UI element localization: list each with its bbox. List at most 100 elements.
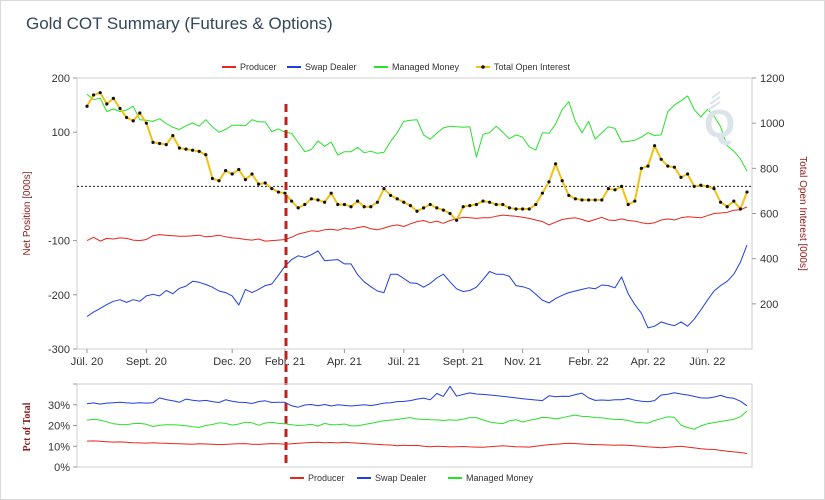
oi-point: [250, 172, 254, 176]
left-tick-label: -100: [48, 236, 70, 248]
pct-line-swap-dealer: [86, 385, 748, 408]
oi-point: [191, 148, 195, 152]
oi-point: [276, 190, 280, 194]
legend-label: Swap Dealer: [305, 62, 357, 72]
legend-marker: [481, 65, 485, 69]
pct-tick-label: 30%: [48, 400, 70, 412]
oi-point: [382, 187, 386, 191]
oi-point: [210, 176, 214, 181]
x-tick-label: Jün. 22: [689, 356, 725, 368]
oi-point: [349, 205, 353, 209]
pct-tick-label: 20%: [48, 421, 70, 433]
oi-point: [197, 149, 201, 153]
oi-point: [395, 197, 399, 201]
legend-label: Managed Money: [392, 62, 460, 72]
oi-point: [719, 200, 723, 204]
oi-point: [138, 111, 142, 115]
oi-point: [204, 153, 208, 157]
pct-line-managed-money: [86, 410, 748, 430]
oi-point: [626, 202, 630, 207]
oi-point: [435, 206, 439, 210]
oi-point: [151, 140, 155, 144]
oi-point: [177, 146, 181, 150]
left-axis-title: Net Position [000s]: [22, 171, 33, 255]
oi-point: [659, 157, 663, 161]
oi-point: [613, 188, 617, 192]
oi-point: [98, 91, 102, 95]
oi-point: [712, 187, 716, 191]
oi-point: [441, 208, 445, 212]
main-plot: 200 100 -100 -200 -300 1200 1000 800 600 400 200 Ne…: [22, 62, 808, 468]
oi-point: [329, 191, 333, 195]
x-tick-label: Apr. 22: [631, 356, 666, 368]
oi-point: [230, 172, 234, 176]
x-tick-label: Jül. 21: [388, 356, 420, 368]
pct-tick-label: 0%: [54, 462, 70, 474]
oi-point: [587, 198, 591, 202]
oi-point: [415, 209, 419, 213]
oi-point: [567, 193, 571, 198]
pct-axis-title: Pct of Total: [22, 402, 33, 451]
oi-point: [606, 187, 611, 191]
oi-point: [375, 200, 379, 204]
pct-legend-label: Swap Dealer: [375, 473, 427, 483]
x-tick-label: Jül. 20: [71, 356, 103, 368]
oi-point: [184, 147, 188, 151]
right-tick-label: 1200: [760, 73, 784, 85]
oi-point: [501, 202, 505, 207]
pct-tick-label: 10%: [48, 441, 70, 453]
pct-line-producer: [86, 440, 748, 454]
oi-point: [111, 96, 115, 100]
oi-point: [620, 184, 624, 188]
oi-point: [686, 172, 690, 176]
series-line-managed-money: [86, 93, 748, 172]
oi-point: [699, 183, 703, 187]
oi-point: [514, 207, 518, 211]
oi-point: [263, 181, 267, 185]
oi-point: [290, 199, 294, 203]
oi-point: [580, 198, 584, 202]
oi-point: [653, 144, 657, 148]
oi-point: [316, 198, 320, 202]
oi-point: [494, 202, 498, 207]
oi-point: [633, 199, 637, 203]
oi-point: [105, 102, 109, 106]
left-tick-label: -200: [48, 290, 70, 302]
oi-point: [217, 179, 221, 183]
series-line-total-open-interest: [86, 91, 748, 222]
pct-plot: 30% 20% 10% 0% Pct of Total Producer Swap Deal…: [22, 383, 753, 483]
x-tick-label: Nov. 21: [504, 356, 541, 368]
x-tick-label: Febr. 22: [568, 356, 608, 368]
oi-point: [481, 199, 485, 203]
oi-point: [461, 205, 465, 209]
main-plot-frame: [76, 77, 753, 350]
legend-label: Producer: [240, 62, 277, 72]
left-tick-label: 100: [52, 127, 70, 139]
oi-point: [593, 198, 597, 202]
oi-point: [554, 162, 558, 166]
oi-point: [408, 203, 412, 208]
oi-point: [270, 187, 274, 191]
oi-point: [666, 164, 670, 168]
oi-point: [309, 197, 313, 201]
oi-point: [118, 106, 122, 111]
oi-point: [573, 197, 578, 201]
oi-point: [342, 202, 346, 207]
oi-point: [692, 184, 696, 188]
x-tick-label: Dec. 20: [213, 356, 251, 368]
oi-point: [243, 178, 247, 182]
left-tick-label: -300: [48, 344, 70, 356]
oi-point: [283, 191, 287, 195]
oi-point: [745, 190, 749, 194]
right-tick-label: 1000: [760, 118, 784, 130]
series-line-producer: [86, 206, 748, 242]
oi-point: [171, 133, 175, 138]
oi-point: [738, 207, 743, 211]
oi-point: [158, 141, 162, 146]
oi-point: [448, 211, 452, 216]
oi-point: [540, 191, 545, 195]
oi-point: [521, 207, 525, 211]
x-tick-label: Febr. 21: [265, 356, 305, 368]
